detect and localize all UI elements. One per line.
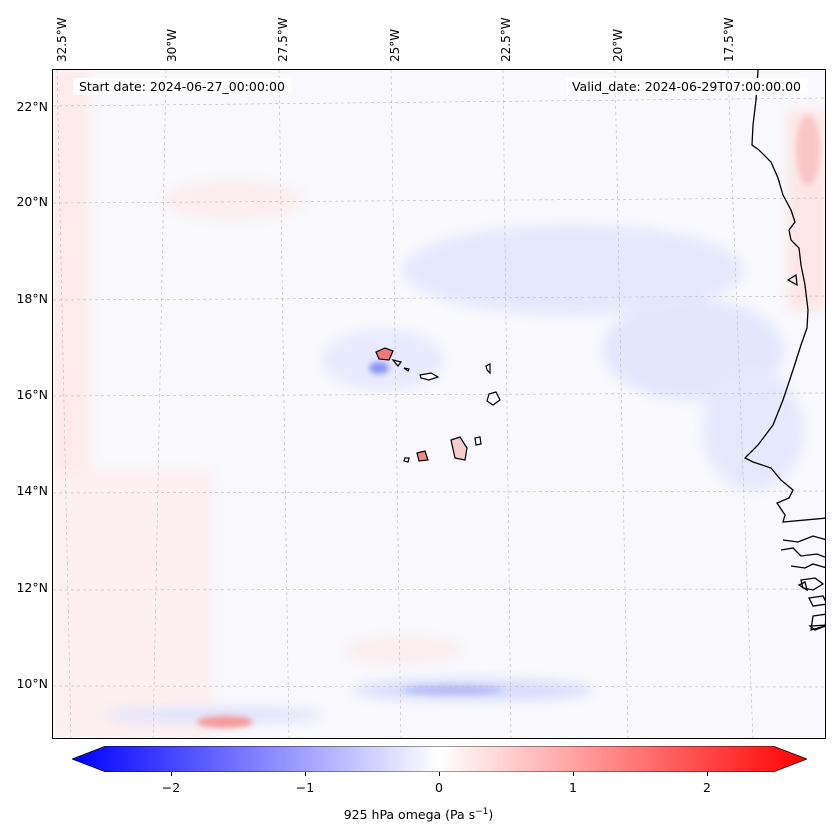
cbar-tickmark (305, 772, 306, 776)
lat-label-22n: 22°N (16, 99, 48, 114)
cbar-tick-0: 0 (435, 780, 443, 795)
island-boa-vista (486, 391, 501, 406)
lon-label-17-5w: 17.5°W (722, 17, 736, 62)
valid-date-label: Valid_date: 2024-06-29T07:00:00.00 (565, 78, 807, 95)
island-santo-antao (375, 347, 394, 361)
lat-label-14n: 14°N (16, 483, 48, 498)
island-fogo (416, 450, 429, 462)
cbar-tick-1: 1 (569, 780, 577, 795)
cbar-tickmark (707, 772, 708, 776)
colorbar-label: 925 hPa omega (Pa s−1) (0, 807, 837, 822)
african-coastline (743, 70, 825, 631)
lon-label-20w: 20°W (611, 28, 625, 62)
omega-field-map (53, 70, 825, 738)
island-sal (485, 363, 491, 375)
island-maio (474, 436, 482, 446)
lat-label-18n: 18°N (16, 291, 48, 306)
colorbar (70, 745, 809, 773)
cbar-tick-2: 2 (703, 780, 711, 795)
map-panel[interactable]: Start date: 2024-06-27_00:00:00 Valid_da… (52, 69, 826, 739)
cbar-tick-neg2: −2 (161, 780, 181, 795)
cape-verde-islands (375, 347, 501, 463)
lon-label-22-5w: 22.5°W (499, 17, 513, 62)
colorbar-label-close: ) (488, 807, 494, 823)
lon-label-30w: 30°W (165, 28, 179, 62)
colorbar-body (70, 745, 809, 773)
lat-label-12n: 12°N (16, 580, 48, 595)
cbar-tickmark (573, 772, 574, 776)
cbar-tick-neg1: −1 (295, 780, 315, 795)
colorbar-label-exp: −1 (475, 807, 489, 817)
lat-label-10n: 10°N (16, 676, 48, 691)
lon-label-27-5w: 27.5°W (276, 17, 290, 62)
lat-label-20n: 20°N (16, 194, 48, 209)
lon-label-32-5w: 32.5°W (55, 17, 69, 62)
island-brava (403, 457, 410, 463)
start-date-label: Start date: 2024-06-27_00:00:00 (73, 78, 291, 95)
colorbar-gradient (70, 745, 809, 773)
lat-label-16n: 16°N (16, 387, 48, 402)
lon-label-25w: 25°W (388, 28, 402, 62)
colorbar-label-text: 925 hPa omega (Pa s (343, 807, 476, 823)
cbar-tickmark (171, 772, 172, 776)
gridlines (53, 70, 825, 738)
island-sao-nicolau (419, 372, 440, 381)
island-santiago (450, 436, 468, 461)
cbar-tickmark (439, 772, 440, 776)
